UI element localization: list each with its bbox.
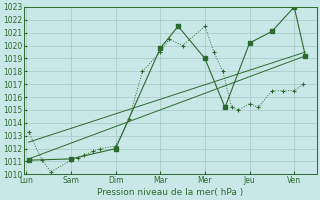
X-axis label: Pression niveau de la mer( hPa ): Pression niveau de la mer( hPa ) [97,188,244,197]
